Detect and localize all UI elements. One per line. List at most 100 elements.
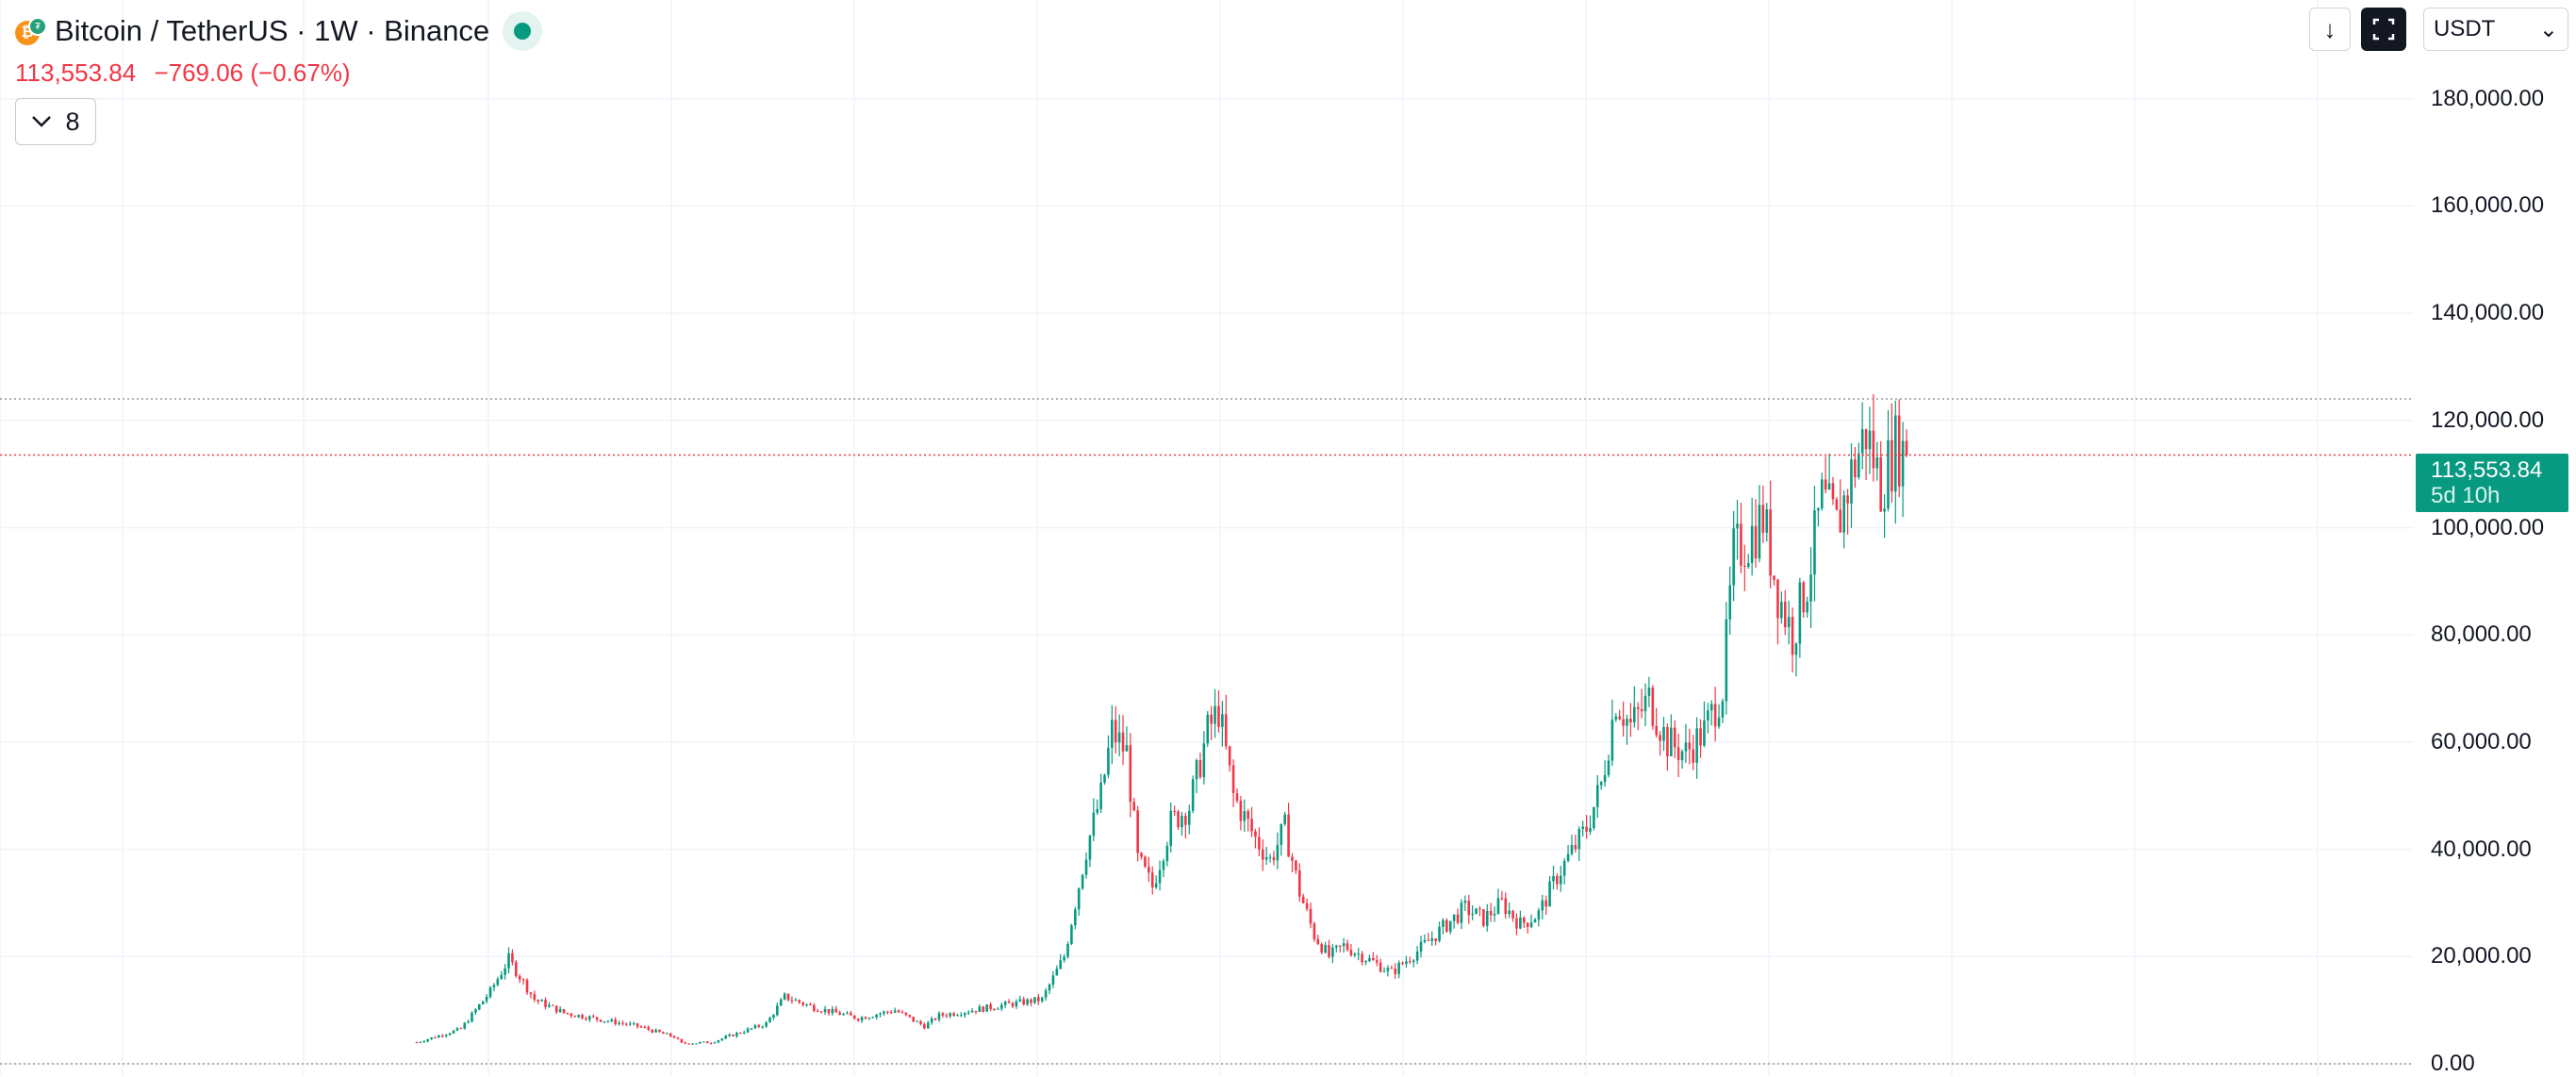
candle-body <box>1129 745 1132 803</box>
candle-body <box>488 987 492 997</box>
candles <box>415 394 1908 1045</box>
candle-body <box>669 1033 672 1036</box>
candle-body <box>1305 903 1309 909</box>
candle-body <box>1173 810 1176 812</box>
candle-body <box>1295 860 1297 870</box>
candle-body <box>1850 459 1853 504</box>
reference-lines <box>0 398 2414 1065</box>
chart-pane[interactable] <box>0 0 2414 1076</box>
candle-body <box>507 953 510 969</box>
candle-body <box>1765 509 1769 533</box>
candle-body <box>846 1013 849 1015</box>
candle-body <box>1132 802 1136 811</box>
candle-body <box>982 1006 985 1012</box>
candle-body <box>544 1000 547 1007</box>
candle-body <box>1519 917 1522 929</box>
symbol-title[interactable]: Bitcoin / TetherUS · 1W · Binance <box>55 14 490 47</box>
currency-select[interactable]: USDT ⌄ <box>2423 8 2568 51</box>
candle-body <box>1670 727 1673 756</box>
scroll-to-latest-button[interactable]: ↓ <box>2309 8 2351 51</box>
candle-body <box>753 1025 757 1029</box>
candle-body <box>1375 960 1379 963</box>
candle-body <box>1059 960 1063 969</box>
candle-body <box>1283 814 1286 824</box>
candle-body <box>1328 945 1330 957</box>
candle-body <box>963 1013 966 1016</box>
candle-body <box>558 1009 562 1013</box>
price-axis-label: 20,000.00 <box>2431 943 2532 969</box>
candle-body <box>1084 859 1088 875</box>
candle-body <box>1379 962 1382 972</box>
candle-body <box>1445 920 1448 932</box>
candle-body <box>1195 760 1198 780</box>
candle-body <box>798 1000 801 1002</box>
candle-body <box>1114 720 1117 743</box>
candle-body <box>1415 951 1419 961</box>
candle-body <box>728 1035 731 1036</box>
candle-body <box>739 1033 742 1035</box>
candlestick-chart[interactable] <box>0 0 2414 1076</box>
candle-body <box>867 1018 871 1019</box>
candle-body <box>1566 853 1570 861</box>
candle-body <box>999 1004 1003 1009</box>
candle-body <box>827 1008 831 1014</box>
candle-body <box>900 1012 904 1014</box>
candle-body <box>1239 801 1243 821</box>
fullscreen-button[interactable] <box>2361 8 2406 51</box>
candle-body <box>1264 856 1268 860</box>
price-axis-label: 140,000.00 <box>2431 300 2545 326</box>
candle-body <box>1030 999 1032 1003</box>
symbol-logo: ₿ ₮ <box>15 17 47 45</box>
candle-body <box>1438 926 1441 941</box>
market-status-indicator[interactable] <box>503 11 543 51</box>
candle-body <box>1662 726 1665 741</box>
candle-body <box>1544 900 1547 907</box>
candle-body <box>1773 575 1775 580</box>
candle-body <box>1471 914 1474 916</box>
candle-body <box>1721 701 1725 718</box>
candle-body <box>879 1013 882 1015</box>
candle-body <box>1297 870 1301 897</box>
candle-body <box>1746 562 1750 568</box>
candle-body <box>713 1042 717 1044</box>
candle-body <box>1743 565 1746 568</box>
candle-body <box>1780 602 1783 619</box>
candle-body <box>1287 814 1290 857</box>
candle-body <box>419 1041 422 1043</box>
candle-body <box>886 1011 889 1013</box>
candle-body <box>1291 856 1294 861</box>
candle-body <box>1728 585 1732 620</box>
candle-body <box>985 1004 988 1012</box>
candle-body <box>1643 695 1647 712</box>
fullscreen-icon <box>2372 18 2395 41</box>
candle-body <box>1235 793 1239 802</box>
candle-body <box>709 1043 713 1045</box>
candle-body <box>1258 837 1261 850</box>
candle-body <box>632 1023 636 1025</box>
candle-body <box>452 1030 455 1034</box>
candle-body <box>504 968 506 975</box>
candle-body <box>717 1040 720 1043</box>
candle-body <box>438 1035 440 1038</box>
candle-body <box>444 1035 448 1036</box>
candle-body <box>606 1020 610 1022</box>
candle-body <box>966 1012 970 1014</box>
candle-body <box>1103 774 1106 783</box>
candle-body <box>1633 706 1636 722</box>
candle-body <box>1883 508 1886 512</box>
candle-body <box>1452 914 1456 921</box>
candle-body <box>1504 898 1508 915</box>
candle-body <box>422 1041 426 1043</box>
candle-body <box>430 1037 433 1039</box>
candle-body <box>1040 997 1044 1002</box>
indicators-toggle-button[interactable]: 8 <box>15 98 96 145</box>
candle-body <box>1051 975 1055 986</box>
candle-body <box>1331 947 1334 957</box>
candle-body <box>1448 920 1452 932</box>
candle-body <box>1854 459 1857 478</box>
candle-body <box>614 1019 617 1024</box>
candle-body <box>511 953 514 963</box>
candle-body <box>1111 720 1114 748</box>
candle-body <box>1842 495 1845 533</box>
candle-body <box>1758 505 1761 559</box>
